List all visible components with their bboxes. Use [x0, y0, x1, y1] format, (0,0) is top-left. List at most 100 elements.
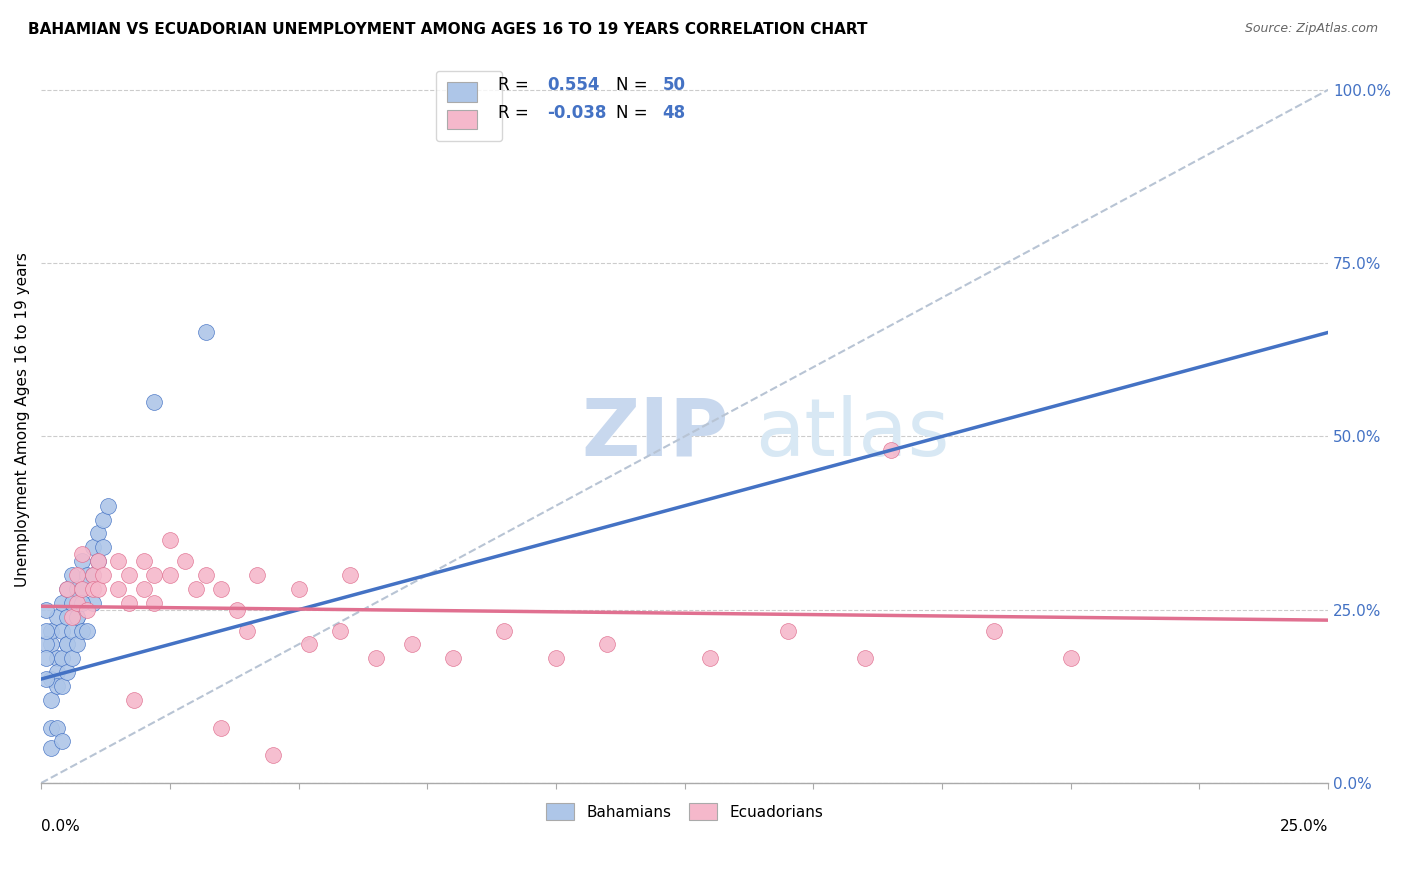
Point	[72, 624, 94, 638]
Point	[1060, 651, 1083, 665]
Point	[544, 651, 567, 665]
Point	[184, 582, 207, 596]
Point	[76, 603, 98, 617]
Point	[91, 541, 114, 555]
Point	[72, 596, 94, 610]
Point	[45, 651, 67, 665]
Point	[45, 609, 67, 624]
Point	[60, 568, 83, 582]
Text: 50: 50	[662, 76, 686, 94]
Point	[236, 624, 259, 638]
Point	[60, 609, 83, 624]
Point	[35, 672, 58, 686]
Point	[51, 679, 73, 693]
Point	[87, 554, 110, 568]
Point	[56, 582, 79, 596]
Text: 0.554: 0.554	[547, 76, 599, 94]
Point	[76, 568, 98, 582]
Text: ZIP: ZIP	[582, 394, 728, 473]
Point	[87, 582, 110, 596]
Point	[45, 665, 67, 680]
Point	[41, 741, 63, 756]
Point	[60, 596, 83, 610]
Point	[87, 554, 110, 568]
Point	[51, 624, 73, 638]
Point	[72, 582, 94, 596]
Point	[132, 582, 155, 596]
Point	[225, 603, 247, 617]
Point	[246, 568, 269, 582]
Point	[494, 624, 516, 638]
Point	[107, 582, 129, 596]
Text: 48: 48	[662, 104, 686, 122]
Point	[596, 637, 619, 651]
Point	[76, 624, 98, 638]
Point	[699, 651, 721, 665]
Point	[143, 394, 166, 409]
Point	[82, 568, 104, 582]
Point	[339, 568, 361, 582]
Text: N =: N =	[616, 104, 654, 122]
Point	[159, 533, 181, 548]
Point	[262, 748, 284, 763]
Point	[209, 582, 232, 596]
Point	[72, 582, 94, 596]
Point	[107, 554, 129, 568]
Point	[35, 603, 58, 617]
Point	[132, 554, 155, 568]
Point	[364, 651, 387, 665]
Point	[66, 596, 89, 610]
Point	[776, 624, 799, 638]
Point	[87, 526, 110, 541]
Point	[209, 721, 232, 735]
Point	[41, 672, 63, 686]
Point	[194, 568, 217, 582]
Point	[66, 609, 89, 624]
Point	[174, 554, 197, 568]
Point	[41, 721, 63, 735]
Point	[51, 596, 73, 610]
Point	[143, 596, 166, 610]
Point	[60, 624, 83, 638]
Point	[66, 582, 89, 596]
Point	[441, 651, 464, 665]
Text: 25.0%: 25.0%	[1279, 820, 1329, 834]
Point	[66, 637, 89, 651]
Point	[117, 596, 139, 610]
Point	[41, 624, 63, 638]
Point	[298, 637, 321, 651]
Text: Source: ZipAtlas.com: Source: ZipAtlas.com	[1244, 22, 1378, 36]
Point	[41, 637, 63, 651]
Point	[51, 651, 73, 665]
Point	[60, 651, 83, 665]
Point	[51, 734, 73, 748]
Point	[35, 651, 58, 665]
Point	[853, 651, 876, 665]
Point	[401, 637, 423, 651]
Point	[41, 693, 63, 707]
Point	[72, 554, 94, 568]
Point	[66, 609, 89, 624]
Point	[879, 443, 901, 458]
Point	[66, 568, 89, 582]
Point	[72, 547, 94, 561]
Text: BAHAMIAN VS ECUADORIAN UNEMPLOYMENT AMONG AGES 16 TO 19 YEARS CORRELATION CHART: BAHAMIAN VS ECUADORIAN UNEMPLOYMENT AMON…	[28, 22, 868, 37]
Point	[91, 513, 114, 527]
Text: R =: R =	[498, 104, 534, 122]
Point	[82, 541, 104, 555]
Legend: Bahamians, Ecuadorians: Bahamians, Ecuadorians	[540, 797, 830, 826]
Point	[82, 596, 104, 610]
Point	[56, 609, 79, 624]
Text: atlas: atlas	[755, 394, 950, 473]
Point	[82, 568, 104, 582]
Point	[122, 693, 145, 707]
Point	[45, 721, 67, 735]
Point	[287, 582, 309, 596]
Point	[117, 568, 139, 582]
Text: 0.0%: 0.0%	[41, 820, 80, 834]
Point	[143, 568, 166, 582]
Text: N =: N =	[616, 76, 654, 94]
Point	[35, 624, 58, 638]
Point	[56, 637, 79, 651]
Point	[91, 568, 114, 582]
